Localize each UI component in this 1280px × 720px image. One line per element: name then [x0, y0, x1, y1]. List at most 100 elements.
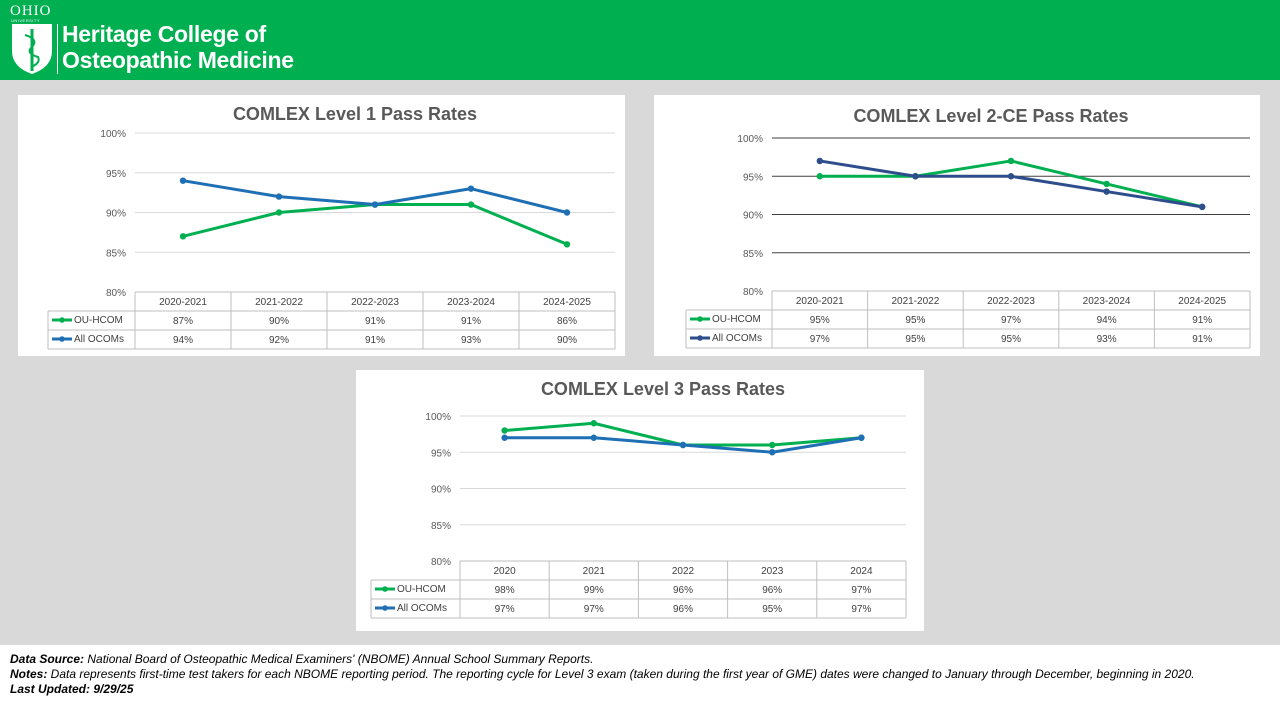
data-point	[563, 241, 571, 248]
legend-label: All OCOMs	[712, 333, 762, 344]
data-point	[816, 173, 823, 180]
table-cell: 95%	[1001, 334, 1021, 345]
notes-label: Notes:	[10, 667, 48, 681]
chart-svg: COMLEX Level 1 Pass Rates 80% 85% 90% 95% 100…	[47, 104, 616, 350]
y-tick-label: 85%	[743, 249, 763, 260]
y-tick-label: 95%	[743, 172, 763, 183]
data-point	[501, 434, 508, 441]
table-cell: 95%	[810, 315, 830, 326]
data-point	[501, 427, 508, 434]
data-point	[1103, 180, 1110, 188]
table-cell: 99%	[584, 585, 604, 596]
table-cell: 90%	[557, 335, 577, 346]
data-point	[912, 173, 919, 180]
table-cell: 96%	[673, 604, 693, 615]
source-text: National Board of Osteopathic Medical Ex…	[84, 652, 594, 666]
chart-title: COMLEX Level 1 Pass Rates	[233, 104, 477, 124]
y-tick-label: 80%	[743, 287, 763, 298]
college-line-2: Osteopathic Medicine	[62, 47, 294, 73]
chart-svg: COMLEX Level 3 Pass Rates 80% 85% 90% 95% 100…	[370, 379, 907, 619]
table-cell: 95%	[905, 334, 925, 345]
data-point	[179, 233, 187, 240]
table-cell: 92%	[269, 335, 289, 346]
data-point	[275, 193, 283, 200]
y-tick-label: 80%	[106, 288, 126, 299]
legend-label: OU-HCOM	[712, 314, 761, 325]
data-point	[563, 209, 571, 216]
table-cell: 97%	[495, 604, 515, 615]
data-point	[275, 209, 283, 216]
table-cell: 91%	[1192, 334, 1212, 345]
x-category-label: 2023-2024	[1083, 296, 1131, 307]
data-point	[590, 420, 597, 427]
x-category-label: 2021-2022	[891, 296, 939, 307]
chart-title: COMLEX Level 2-CE Pass Rates	[853, 106, 1128, 126]
data-point	[1199, 203, 1206, 211]
series-line-ou-hcom	[819, 159, 1203, 209]
x-category-label: 2021	[583, 566, 606, 577]
x-category-label: 2024-2025	[543, 297, 591, 308]
table-cell: 97%	[1001, 315, 1021, 326]
chart-svg: COMLEX Level 2-CE Pass Rates 80% 85% 90% 95%…	[685, 106, 1251, 349]
table-cell: 86%	[557, 316, 577, 327]
legend-marker	[59, 317, 65, 323]
data-point	[769, 441, 776, 449]
data-point	[179, 177, 187, 184]
x-category-label: 2024-2025	[1178, 296, 1226, 307]
table-cell: 94%	[1097, 315, 1117, 326]
table-cell: 94%	[173, 335, 193, 346]
legend-label: OU-HCOM	[397, 584, 446, 595]
x-category-label: 2020	[493, 566, 516, 577]
x-category-label: 2022	[672, 566, 695, 577]
y-tick-label: 80%	[431, 557, 451, 568]
legend-marker	[59, 336, 65, 342]
header-banner: OHIO UNIVERSITY Heritage College of Oste…	[0, 0, 1280, 80]
x-category-label: 2023	[761, 566, 784, 577]
table-cell: 97%	[851, 604, 871, 615]
legend-marker	[697, 335, 703, 341]
data-point	[467, 201, 475, 208]
data-point	[1103, 188, 1110, 195]
data-point	[590, 434, 597, 441]
x-category-label: 2023-2024	[447, 297, 495, 308]
chart-title: COMLEX Level 3 Pass Rates	[541, 379, 785, 399]
y-tick-label: 85%	[431, 521, 451, 532]
table-cell: 98%	[495, 585, 515, 596]
y-tick-label: 85%	[106, 248, 126, 259]
data-point	[858, 434, 865, 441]
table-cell: 96%	[673, 585, 693, 596]
university-wordmark: OHIO	[10, 3, 52, 19]
table-cell: 93%	[1097, 334, 1117, 345]
chart-level3: COMLEX Level 3 Pass Rates 80% 85% 90% 95% 100…	[356, 370, 924, 631]
college-line-1: Heritage College of	[62, 21, 266, 47]
table-cell: 97%	[584, 604, 604, 615]
table-cell: 91%	[1192, 315, 1212, 326]
x-category-label: 2021-2022	[255, 297, 303, 308]
table-cell: 96%	[762, 585, 782, 596]
university-sub: UNIVERSITY	[11, 18, 41, 23]
data-point	[1007, 157, 1015, 165]
y-tick-label: 100%	[425, 412, 451, 423]
table-cell: 95%	[905, 315, 925, 326]
x-category-label: 2020-2021	[159, 297, 207, 308]
last-updated: Last Updated: 9/29/25	[10, 682, 134, 696]
notes-text: Data represents first-time test takers f…	[47, 667, 1195, 681]
legend-label: OU-HCOM	[74, 315, 123, 326]
footer-notes: Data Source: National Board of Osteopath…	[0, 645, 1280, 720]
data-point	[371, 201, 379, 208]
y-tick-label: 100%	[737, 134, 763, 145]
source-label: Data Source:	[10, 652, 85, 666]
table-cell: 97%	[810, 334, 830, 345]
x-category-label: 2022-2023	[351, 297, 399, 308]
y-tick-label: 90%	[106, 209, 126, 220]
x-category-label: 2022-2023	[987, 296, 1035, 307]
data-point	[1007, 173, 1015, 180]
y-tick-label: 95%	[431, 448, 451, 459]
series-line-ou-hcom	[504, 421, 862, 447]
data-point	[816, 157, 823, 165]
data-point	[467, 185, 475, 192]
chart-level2ce: COMLEX Level 2-CE Pass Rates 80% 85% 90% 95%…	[654, 95, 1260, 356]
y-tick-label: 90%	[743, 211, 763, 222]
legend-label: All OCOMs	[397, 603, 447, 614]
table-cell: 91%	[365, 316, 385, 327]
